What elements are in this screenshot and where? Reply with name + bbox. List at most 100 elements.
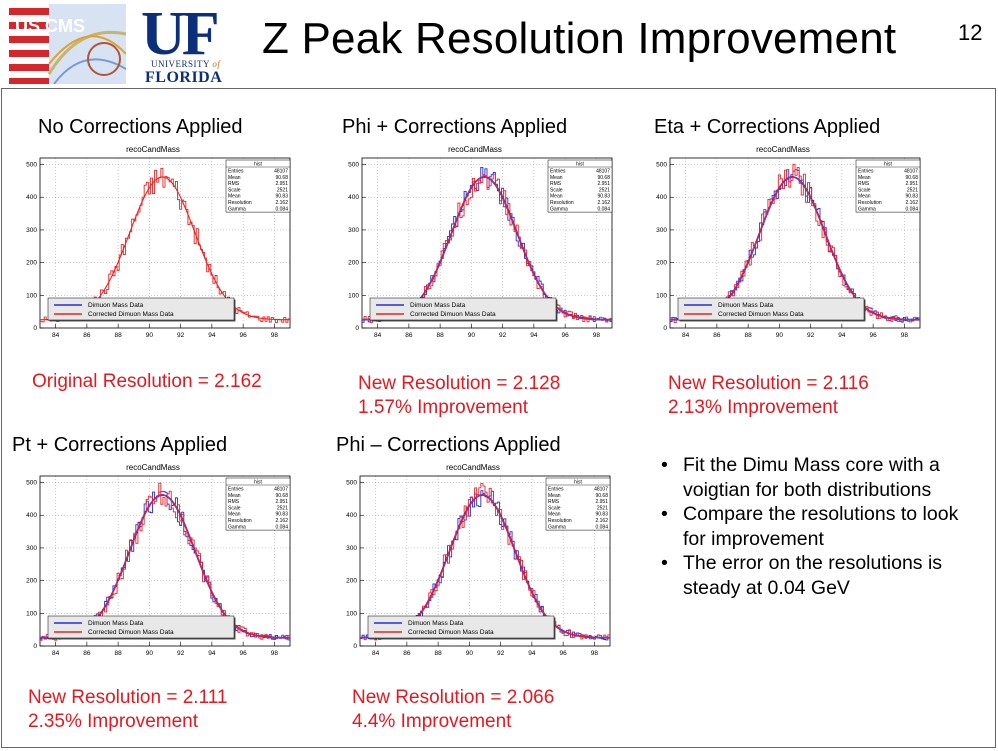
stats-value: 90.68	[595, 493, 608, 499]
stats-value: 2521	[907, 187, 918, 193]
y-tick-label: 200	[26, 578, 37, 585]
x-tick-label: 96	[562, 332, 570, 339]
legend-label-data: Dimuon Mass Data	[408, 620, 464, 627]
y-tick-label: 0	[663, 325, 667, 332]
plot-title: recoCandMass	[126, 145, 180, 154]
stats-value: 90.83	[905, 194, 918, 200]
y-tick-label: 500	[346, 480, 357, 487]
y-tick-label: 100	[656, 292, 667, 299]
y-tick-label: 300	[26, 227, 37, 234]
uscms-logo: US CMS	[8, 3, 127, 85]
stats-value: 0.084	[275, 206, 288, 212]
stats-value: 2.951	[275, 499, 288, 505]
plot-frame	[39, 475, 291, 647]
x-tick-label: 88	[435, 650, 443, 657]
mass-plot-phi-plus: recoCandMass 84 86 88 90 92 94 96 98 0 100 200 300 40…	[330, 142, 620, 342]
stats-value: 48107	[596, 169, 610, 175]
notes-list: Fit the Dimu Mass core with a voigtian f…	[657, 453, 977, 600]
legend-label-data: Dimuon Mass Data	[88, 620, 144, 627]
resolution-value: New Resolution = 2.111	[28, 687, 228, 708]
legend-label-data: Dimuon Mass Data	[718, 302, 774, 309]
y-tick-label: 500	[26, 162, 37, 169]
x-tick-label: 94	[208, 332, 216, 339]
stats-value: 90.83	[595, 512, 608, 518]
panel-title-phi-minus: Phi – Corrections Applied	[336, 434, 561, 456]
resolution-value: New Resolution = 2.128	[358, 373, 561, 394]
notes-bullet: Fit the Dimu Mass core with a voigtian f…	[657, 453, 977, 502]
stats-label: Mean	[228, 194, 241, 200]
stats-label: Resolution	[228, 200, 252, 206]
stats-label: RMS	[228, 499, 240, 505]
y-tick-label: 200	[348, 260, 359, 267]
legend-box	[369, 297, 557, 321]
stats-value: 90.83	[275, 194, 288, 200]
stats-value: 90.68	[905, 175, 918, 181]
y-tick-label: 200	[346, 578, 357, 585]
legend-label-corrected: Corrected Dimuon Mass Data	[410, 311, 496, 318]
stats-value: 2.162	[597, 200, 610, 206]
stats-value: 2.162	[275, 200, 288, 206]
legend-box	[47, 297, 235, 321]
y-tick-label: 200	[26, 260, 37, 267]
stats-label: RMS	[550, 181, 562, 187]
stats-label: RMS	[858, 181, 870, 187]
stats-value: 90.68	[275, 493, 288, 499]
stats-value: 2.951	[905, 181, 918, 187]
uf-logo-mark: UF	[141, 0, 220, 68]
stats-title: hist	[576, 162, 584, 168]
y-tick-label: 500	[348, 162, 359, 169]
plot-title: recoCandMass	[756, 145, 810, 154]
panel-resolution-phi-plus: New Resolution = 2.128 1.57% Improvement	[358, 372, 560, 420]
improvement-value: 2.35% Improvement	[28, 711, 199, 732]
stats-label: Resolution	[858, 200, 882, 206]
stats-label: RMS	[228, 181, 240, 187]
x-tick-label: 96	[560, 650, 568, 657]
stats-label: Mean	[228, 512, 241, 518]
panel-resolution-phi-minus: New Resolution = 2.066 4.4% Improvement	[352, 686, 554, 734]
stats-value: 2521	[599, 187, 610, 193]
legend-label-corrected: Corrected Dimuon Mass Data	[88, 629, 174, 636]
uf-logo-university: UNIVERSITY	[151, 59, 210, 69]
stats-label: Entries	[548, 487, 564, 493]
y-tick-label: 300	[26, 545, 37, 552]
mass-plot-phi-minus: recoCandMass 84 86 88 90 92 94 96 98 0 100 200 300 40…	[328, 460, 618, 660]
legend-label-data: Dimuon Mass Data	[410, 302, 466, 309]
stats-value: 0.084	[597, 206, 610, 212]
slide-frame	[1, 88, 996, 748]
x-tick-label: 86	[713, 332, 721, 339]
x-tick-label: 92	[177, 332, 185, 339]
y-tick-label: 300	[656, 227, 667, 234]
x-tick-label: 98	[593, 332, 601, 339]
stats-value: 2521	[277, 187, 288, 193]
page-number: 12	[958, 20, 983, 45]
stats-value: 2.162	[275, 518, 288, 524]
x-tick-label: 92	[177, 650, 185, 657]
stats-label: Mean	[548, 493, 561, 499]
uf-logo-of: of	[212, 59, 221, 69]
y-tick-label: 400	[26, 512, 37, 519]
y-tick-label: 500	[26, 480, 37, 487]
y-tick-label: 200	[656, 260, 667, 267]
x-tick-label: 90	[466, 650, 474, 657]
stats-value: 48107	[274, 169, 288, 175]
stats-value: 2.951	[275, 181, 288, 187]
y-tick-label: 400	[656, 194, 667, 201]
stats-label: Scale	[858, 187, 871, 193]
x-tick-label: 88	[115, 650, 123, 657]
x-tick-label: 84	[682, 332, 690, 339]
plot-frame	[359, 475, 611, 647]
x-tick-label: 94	[528, 650, 536, 657]
mass-plot-pt-plus: recoCandMass 84 86 88 90 92 94 96 98 0 100 200 300 40…	[8, 460, 298, 660]
stats-label: Gamma	[228, 206, 246, 212]
stats-value: 48107	[594, 487, 608, 493]
stats-value: 0.084	[595, 524, 608, 530]
x-tick-label: 92	[807, 332, 815, 339]
legend-box	[677, 297, 865, 321]
stats-label: Mean	[228, 175, 241, 181]
panel-resolution-no-corrections: Original Resolution = 2.162	[32, 370, 262, 394]
panel-resolution-pt-plus: New Resolution = 2.111 2.35% Improvement	[28, 686, 227, 734]
x-tick-label: 86	[405, 332, 413, 339]
x-tick-label: 94	[530, 332, 538, 339]
stats-value: 2.162	[595, 518, 608, 524]
stats-box	[855, 159, 921, 213]
